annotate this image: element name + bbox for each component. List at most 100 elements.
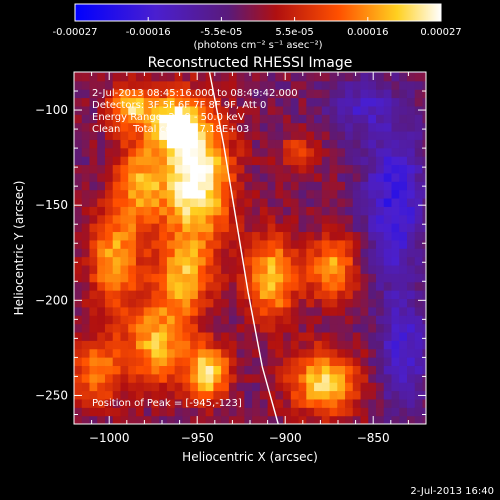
heatmap-cell [306, 298, 315, 308]
heatmap-cell [112, 223, 122, 233]
heatmap-cell [360, 407, 369, 417]
heatmap-cell [376, 197, 385, 207]
heatmap-cell [252, 281, 261, 291]
heatmap-cell [197, 105, 207, 115]
heatmap-cell [329, 348, 338, 358]
heatmap-cell [259, 197, 269, 207]
heatmap-cell [345, 206, 354, 216]
heatmap-cell [337, 273, 346, 283]
heatmap-cell [244, 181, 253, 191]
heatmap-cell [383, 189, 393, 199]
heatmap-cell [321, 172, 331, 182]
heatmap-cell [89, 105, 98, 115]
heatmap-cell [345, 398, 354, 408]
heatmap-cell [120, 181, 129, 191]
heatmap-cell [360, 164, 369, 174]
heatmap-cell [120, 89, 129, 99]
heatmap-cell [81, 256, 91, 266]
heatmap-cell [159, 256, 168, 266]
heatmap-cell [104, 323, 114, 333]
heatmap-cell [74, 348, 83, 358]
heatmap-cell [74, 231, 83, 241]
heatmap-cell [197, 80, 207, 90]
heatmap-cell [74, 382, 83, 392]
heatmap-cell [81, 130, 91, 140]
heatmap-cell [298, 223, 307, 233]
colorbar-tick-label: -0.00027 [53, 27, 98, 38]
heatmap-cell [89, 172, 98, 182]
heatmap-cell [345, 172, 354, 182]
heatmap-cell [290, 223, 300, 233]
heatmap-cell [383, 248, 393, 258]
heatmap-cell [352, 89, 362, 99]
heatmap-cell [236, 298, 245, 308]
heatmap-cell [314, 256, 323, 266]
heatmap-cell [89, 89, 98, 99]
heatmap-cell [275, 323, 284, 333]
heatmap-cell [244, 156, 253, 166]
heatmap-cell [244, 382, 253, 392]
heatmap-cell [120, 365, 129, 375]
heatmap-cell [174, 206, 184, 216]
heatmap-cell [197, 407, 207, 417]
heatmap-cell [166, 156, 176, 166]
heatmap-cell [228, 365, 238, 375]
heatmap-cell [329, 122, 338, 132]
heatmap-cell [399, 306, 408, 316]
heatmap-cell [345, 97, 354, 107]
heatmap-cell [329, 398, 338, 408]
heatmap-cell [368, 181, 377, 191]
heatmap-cell [376, 214, 385, 224]
heatmap-cell [314, 114, 323, 124]
footer-timestamp: 2-Jul-2013 16:40 [410, 486, 494, 497]
heatmap-cell [159, 130, 168, 140]
heatmap-cell [259, 147, 269, 157]
heatmap-cell [143, 365, 153, 375]
heatmap-cell [104, 281, 114, 291]
heatmap-cell [228, 139, 238, 149]
heatmap-cell [267, 147, 276, 157]
heatmap-cell [383, 373, 393, 383]
heatmap-cell [406, 340, 416, 350]
heatmap-cell [182, 231, 191, 241]
heatmap-cell [97, 139, 106, 149]
heatmap-cell [321, 164, 331, 174]
heatmap-cell [352, 398, 362, 408]
heatmap-cell [128, 80, 137, 90]
heatmap-cell [128, 273, 137, 283]
heatmap-cell [298, 97, 307, 107]
heatmap-cell [197, 390, 207, 400]
heatmap-cell [205, 130, 214, 140]
heatmap-cell [275, 306, 284, 316]
heatmap-cell [252, 306, 261, 316]
heatmap-cell [329, 315, 338, 325]
heatmap-cell [74, 139, 83, 149]
heatmap-cell [159, 348, 168, 358]
heatmap-cell [298, 206, 307, 216]
heatmap-cell [81, 189, 91, 199]
heatmap-cell [128, 264, 137, 274]
heatmap-cell [221, 248, 230, 258]
heatmap-cell [414, 147, 424, 157]
heatmap-cell [89, 315, 98, 325]
heatmap-cell [368, 105, 377, 115]
heatmap-cell [197, 114, 207, 124]
heatmap-cell [128, 281, 137, 291]
heatmap-cell [128, 357, 137, 366]
colorbar-tick-label: -5.5e-05 [200, 27, 242, 38]
heatmap-cell [205, 390, 214, 400]
heatmap-cell [74, 89, 83, 99]
heatmap-cell [314, 214, 323, 224]
heatmap-cell [143, 80, 153, 90]
heatmap-cell [112, 105, 122, 115]
heatmap-cell [283, 273, 292, 283]
heatmap-cell [143, 147, 153, 157]
heatmap-cell [112, 407, 122, 417]
heatmap-cell [399, 373, 408, 383]
heatmap-cell [283, 323, 292, 333]
heatmap-cell [104, 315, 114, 325]
heatmap-cell [337, 206, 346, 216]
heatmap-cell [422, 172, 426, 182]
heatmap-cell [368, 407, 377, 417]
heatmap-cell [74, 147, 83, 157]
